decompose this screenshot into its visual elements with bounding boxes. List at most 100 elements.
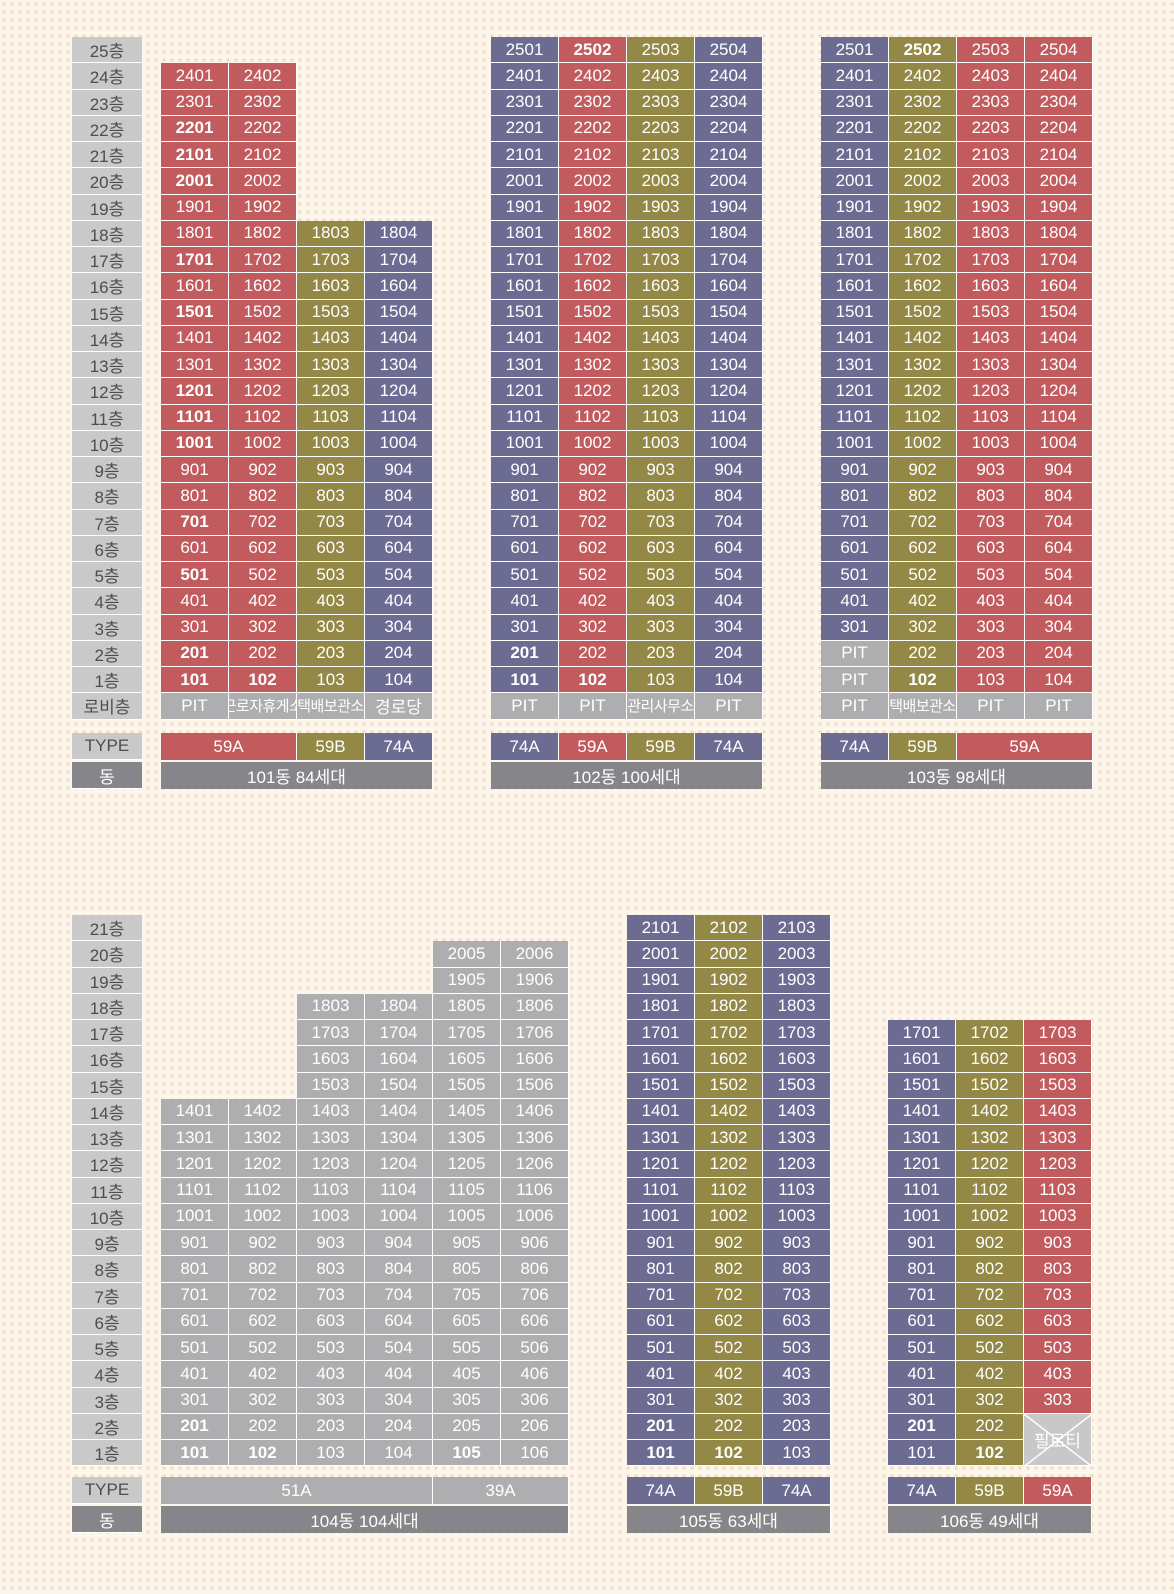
unit-cell: 703 xyxy=(957,509,1025,536)
unit-cell: 804 xyxy=(1025,483,1093,510)
unit-cell: 1203 xyxy=(763,1151,831,1178)
type-cell: 59B xyxy=(695,1477,763,1504)
unit-cell: 1401 xyxy=(821,325,889,352)
unit-cell: 2001 xyxy=(161,168,229,195)
unit-cell: 1002 xyxy=(229,1203,297,1230)
unit-cell: 2002 xyxy=(695,941,763,968)
unit-cell: 1704 xyxy=(695,247,763,274)
unit-cell: 1301 xyxy=(161,352,229,379)
unit-cell: 1303 xyxy=(1024,1125,1092,1152)
unit-cell: 304 xyxy=(365,614,433,641)
unit-cell: 1003 xyxy=(957,430,1025,457)
unit-cell: 1801 xyxy=(627,993,695,1020)
lobby-cell: PIT xyxy=(695,693,763,720)
unit-cell: 2102 xyxy=(889,142,957,169)
unit-cell: 1406 xyxy=(501,1098,569,1125)
unit-cell: 2502 xyxy=(889,37,957,64)
unit-cell: 1504 xyxy=(365,1072,433,1099)
floor-label: 4층 xyxy=(72,1361,142,1388)
unit-cell: 602 xyxy=(229,1308,297,1335)
unit-cell: 502 xyxy=(229,562,297,589)
floor-label: 12층 xyxy=(72,1151,142,1178)
unit-cell: 1802 xyxy=(889,220,957,247)
unit-cell: 1305 xyxy=(433,1125,501,1152)
unit-cell: 1205 xyxy=(433,1151,501,1178)
unit-cell: 1701 xyxy=(627,1020,695,1047)
unit-cell: 1001 xyxy=(161,430,229,457)
unit-cell: 803 xyxy=(627,483,695,510)
unit-cell: 1004 xyxy=(1025,430,1093,457)
unit-cell: 704 xyxy=(365,509,433,536)
unit-cell: 1306 xyxy=(501,1125,569,1152)
unit-cell: 1503 xyxy=(627,299,695,326)
unit-cell: 1706 xyxy=(501,1020,569,1047)
unit-cell: 1504 xyxy=(695,299,763,326)
unit-cell: 306 xyxy=(501,1387,569,1414)
unit-cell: 1501 xyxy=(888,1072,956,1099)
unit-cell: 803 xyxy=(1024,1256,1092,1283)
unit-cell: 301 xyxy=(491,614,559,641)
unit-cell: 1601 xyxy=(888,1046,956,1073)
unit-cell: 1301 xyxy=(888,1125,956,1152)
dong-name: 106동 49세대 xyxy=(888,1506,1092,1533)
unit-cell: 403 xyxy=(957,588,1025,615)
unit-cell: 1603 xyxy=(957,273,1025,300)
unit-cell: 801 xyxy=(888,1256,956,1283)
unit-cell: 503 xyxy=(627,562,695,589)
unit-cell: 605 xyxy=(433,1308,501,1335)
unit-cell: 1404 xyxy=(365,1098,433,1125)
unit-cell: 404 xyxy=(695,588,763,615)
unit-cell: 1903 xyxy=(763,967,831,994)
unit-cell: 804 xyxy=(365,1256,433,1283)
floor-label: 6층 xyxy=(72,1308,142,1335)
unit-cell: 1704 xyxy=(1025,247,1093,274)
unit-cell: 303 xyxy=(297,1387,365,1414)
unit-cell: 1701 xyxy=(888,1020,956,1047)
unit-cell: 1501 xyxy=(821,299,889,326)
unit-cell: 1502 xyxy=(229,299,297,326)
unit-cell: 1606 xyxy=(501,1046,569,1073)
unit-cell: 1901 xyxy=(491,194,559,221)
unit-cell: 2504 xyxy=(1025,37,1093,64)
unit-cell: 403 xyxy=(297,588,365,615)
unit-cell: 2104 xyxy=(695,142,763,169)
unit-cell: 401 xyxy=(161,1361,229,1388)
unit-cell: 1103 xyxy=(957,404,1025,431)
unit-cell: 1206 xyxy=(501,1151,569,1178)
unit-cell: 2101 xyxy=(821,142,889,169)
unit-cell: 303 xyxy=(297,614,365,641)
type-label: TYPE xyxy=(72,733,142,760)
floor-label: 5층 xyxy=(72,1335,142,1362)
unit-cell: 1401 xyxy=(888,1098,956,1125)
unit-cell: 604 xyxy=(365,535,433,562)
floor-label: 13층 xyxy=(72,1125,142,1152)
unit-cell: 2002 xyxy=(559,168,627,195)
floor-label: 5층 xyxy=(72,562,142,589)
unit-cell: 1003 xyxy=(627,430,695,457)
unit-cell: 1303 xyxy=(297,1125,365,1152)
unit-cell: 1301 xyxy=(627,1125,695,1152)
unit-cell: 1004 xyxy=(365,430,433,457)
unit-cell: 603 xyxy=(763,1308,831,1335)
unit-cell: 201 xyxy=(161,640,229,667)
unit-cell: 1402 xyxy=(229,1098,297,1125)
unit-cell: 302 xyxy=(229,1387,297,1414)
unit-cell: 2204 xyxy=(1025,115,1093,142)
unit-cell: 2203 xyxy=(627,115,695,142)
unit-cell: 2304 xyxy=(1025,89,1093,116)
unit-cell: 1104 xyxy=(695,404,763,431)
unit-cell: 1402 xyxy=(695,1098,763,1125)
unit-cell: 1902 xyxy=(889,194,957,221)
unit-cell: 103 xyxy=(297,1440,365,1467)
unit-cell: 1304 xyxy=(365,352,433,379)
unit-cell: 1502 xyxy=(695,1072,763,1099)
unit-cell: 2303 xyxy=(627,89,695,116)
unit-cell: 1403 xyxy=(957,325,1025,352)
unit-cell: 1702 xyxy=(695,1020,763,1047)
unit-cell: 2303 xyxy=(957,89,1025,116)
unit-cell: 2001 xyxy=(491,168,559,195)
unit-cell: 405 xyxy=(433,1361,501,1388)
unit-cell: 302 xyxy=(956,1387,1024,1414)
unit-cell: 201 xyxy=(161,1413,229,1440)
unit-cell: 305 xyxy=(433,1387,501,1414)
